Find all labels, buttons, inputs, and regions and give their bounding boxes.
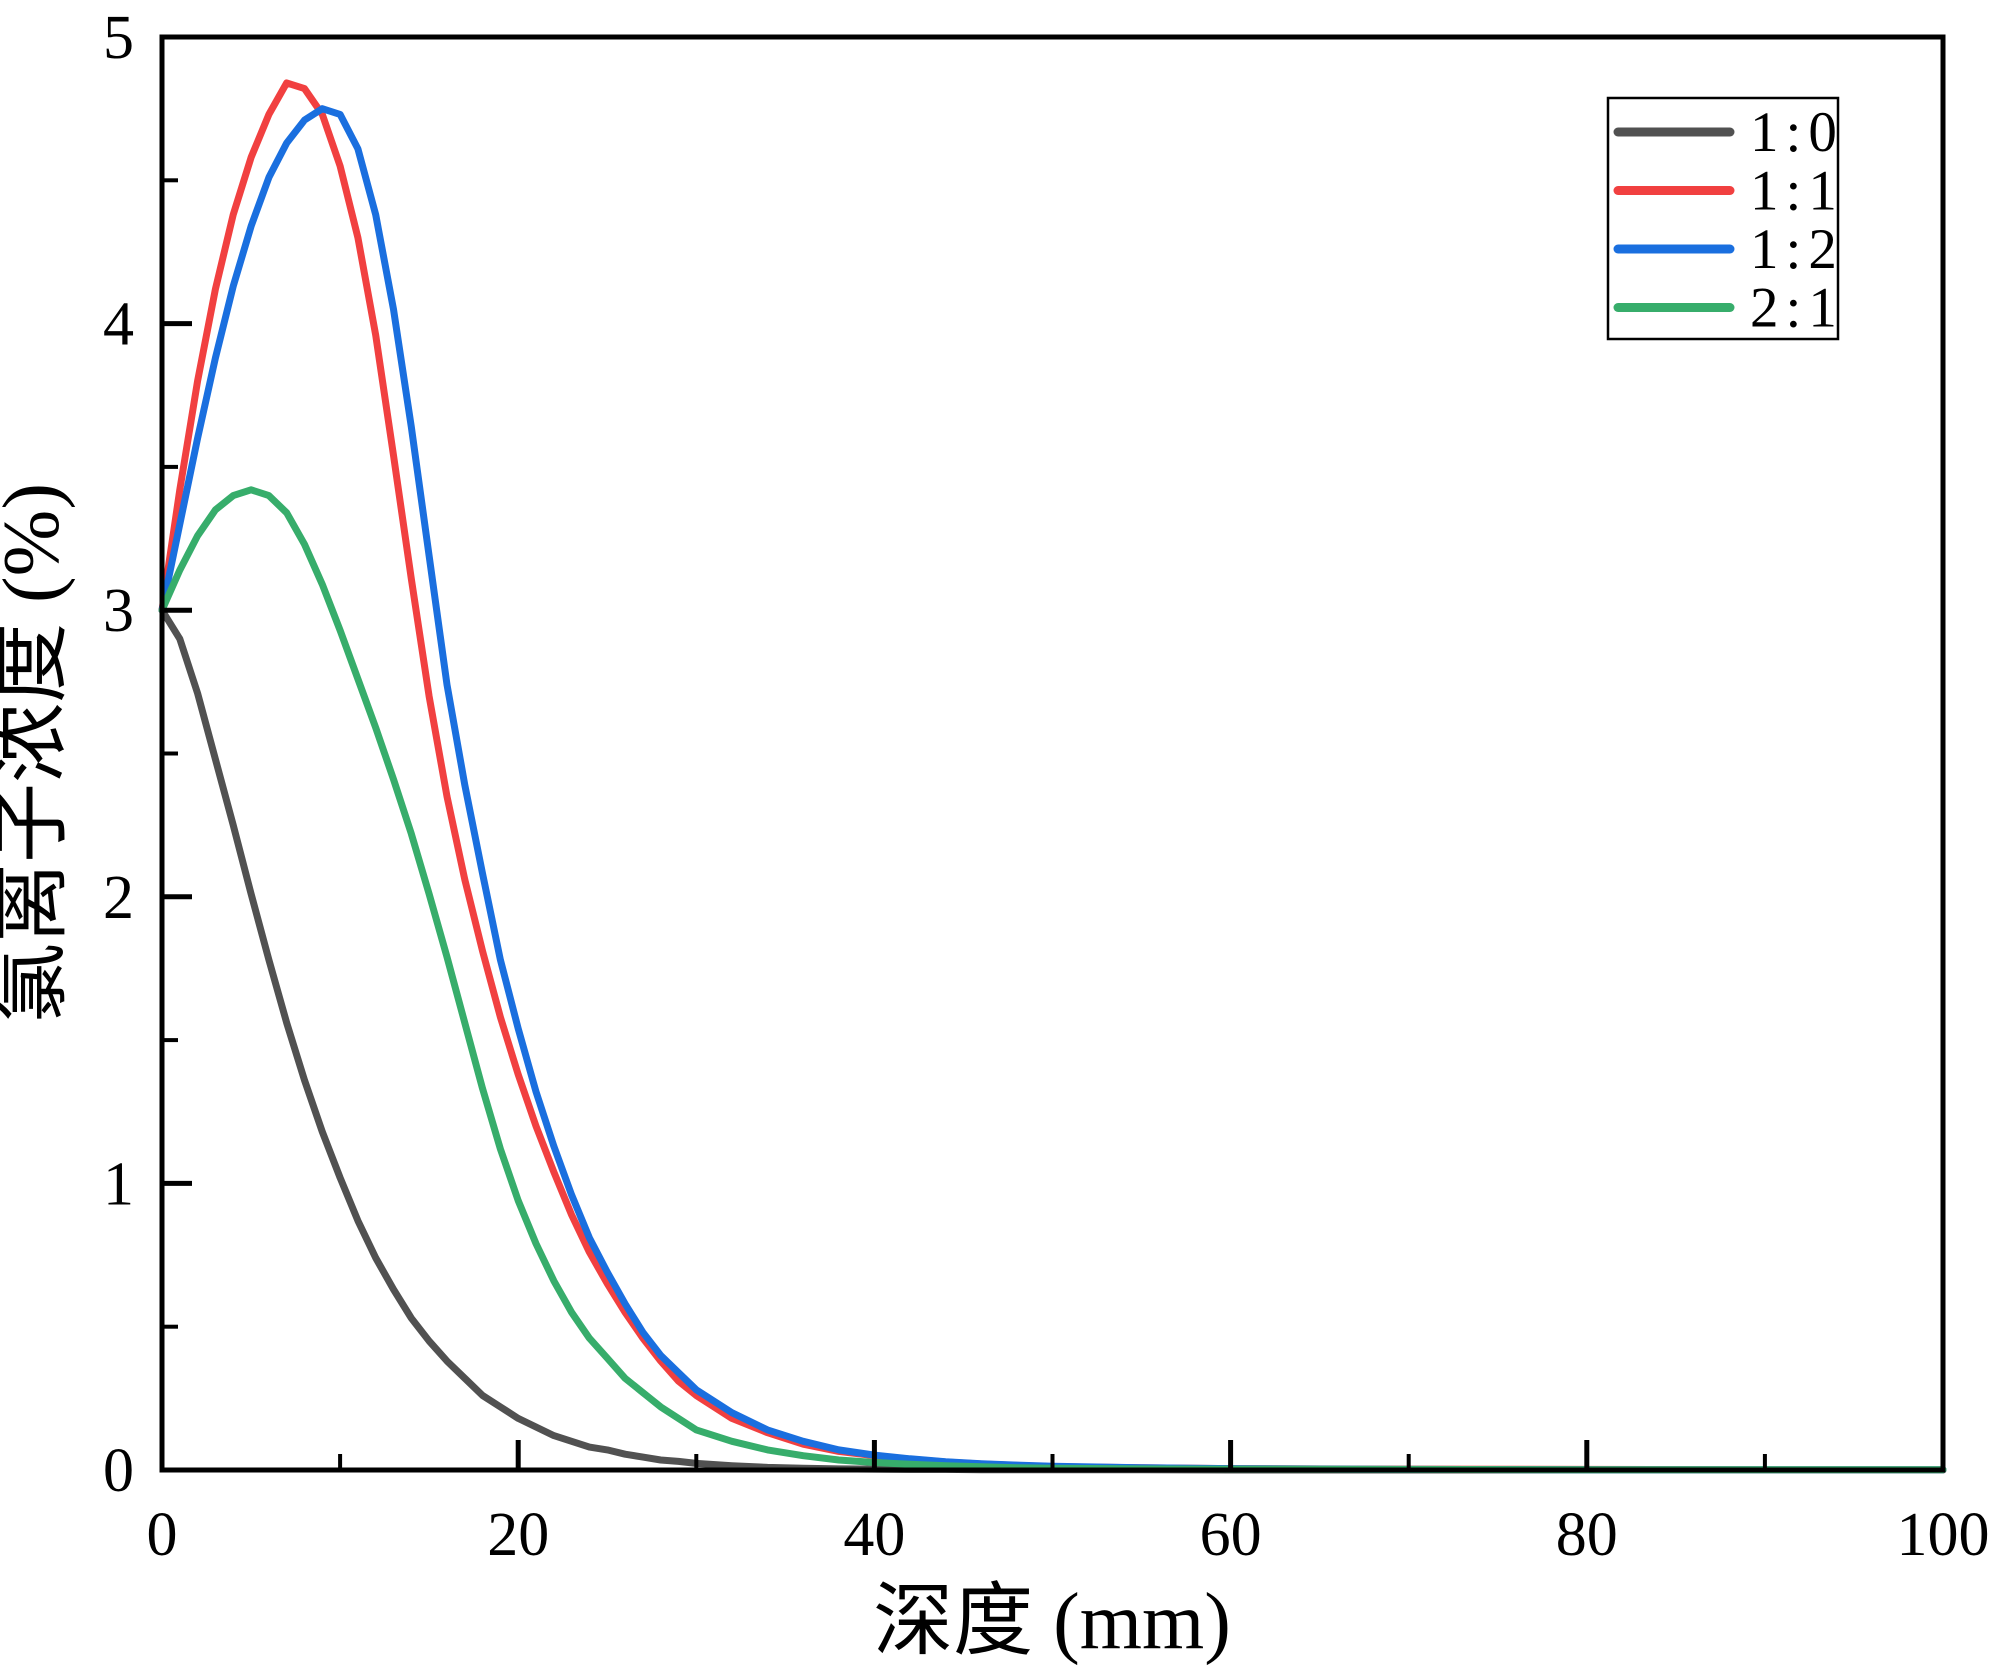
y-tick-label-5: 5 bbox=[103, 4, 134, 72]
legend-label-1:2: 1:2 bbox=[1750, 218, 1844, 281]
y-tick-label-1: 1 bbox=[103, 1150, 134, 1218]
y-tick-label-0: 0 bbox=[103, 1437, 134, 1505]
y-tick-label-2: 2 bbox=[103, 864, 134, 932]
x-tick-label-100: 100 bbox=[1897, 1501, 1990, 1569]
y-tick-label-3: 3 bbox=[103, 577, 134, 645]
x-tick-label-40: 40 bbox=[843, 1501, 905, 1569]
plot-frame bbox=[159, 34, 1946, 1473]
tick-labels: 0 20 40 60 80 100 0 1 2 3 4 5 bbox=[103, 4, 1990, 1569]
legend-label-2:1: 2:1 bbox=[1750, 277, 1844, 340]
legend-label-1:1: 1:1 bbox=[1750, 160, 1844, 223]
x-tick-label-80: 80 bbox=[1556, 1501, 1618, 1569]
legend-label-1:0: 1:0 bbox=[1750, 101, 1844, 164]
x-tick-label-60: 60 bbox=[1200, 1501, 1262, 1569]
x-tick-label-0: 0 bbox=[147, 1501, 178, 1569]
series-line-2:1 bbox=[158, 486, 1947, 1474]
legend: 1:01:11:22:1 bbox=[1606, 96, 1844, 341]
y-axis-title: 氯离子浓度 (%) bbox=[0, 483, 76, 1023]
y-tick-label-4: 4 bbox=[103, 291, 134, 359]
x-tick-label-20: 20 bbox=[487, 1501, 549, 1569]
legend-box bbox=[1606, 96, 1840, 341]
x-axis-title: 深度 (mm) bbox=[873, 1578, 1231, 1666]
